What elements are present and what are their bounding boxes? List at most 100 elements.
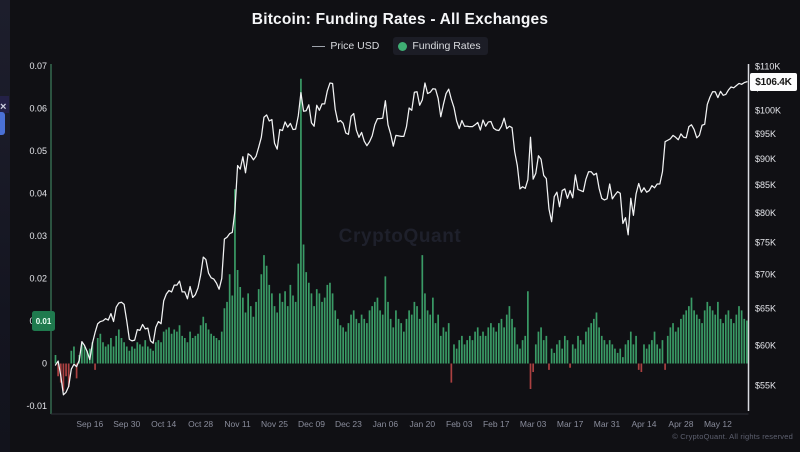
funding-bar bbox=[387, 301, 389, 364]
funding-bar bbox=[278, 293, 281, 364]
funding-bar bbox=[228, 274, 231, 364]
funding-bar bbox=[426, 310, 429, 364]
funding-bar bbox=[740, 310, 743, 364]
funding-bar bbox=[553, 352, 556, 364]
funding-bar bbox=[54, 355, 57, 364]
funding-bar bbox=[371, 306, 374, 364]
funding-bar bbox=[606, 344, 608, 364]
funding-bar bbox=[154, 342, 157, 364]
funding-bar bbox=[463, 344, 466, 364]
funding-bar bbox=[482, 331, 484, 364]
funding-bar bbox=[437, 314, 439, 364]
left-axis-tick-label: 0.02 bbox=[29, 274, 47, 284]
funding-bar bbox=[379, 310, 381, 364]
funding-bar bbox=[637, 363, 640, 370]
funding-bar bbox=[397, 318, 400, 364]
funding-bar bbox=[128, 350, 131, 364]
right-axis-tick-label: $70K bbox=[755, 269, 776, 279]
legend-item-funding-rates[interactable]: Funding Rates bbox=[393, 37, 488, 55]
x-icon: × bbox=[0, 101, 7, 113]
x-axis-tick-label: Dec 09 bbox=[298, 419, 325, 429]
funding-bar bbox=[455, 348, 458, 364]
funding-bar bbox=[527, 291, 529, 364]
price-line bbox=[54, 81, 748, 396]
left-axis-tick-label: 0.05 bbox=[29, 146, 47, 156]
funding-bar bbox=[735, 314, 738, 364]
funding-bar bbox=[563, 335, 566, 364]
current-funding-rate-badge: 0.01 bbox=[32, 311, 55, 331]
funding-bar bbox=[57, 363, 59, 377]
funding-bar bbox=[719, 318, 722, 364]
left-axis-tick-label: 0.04 bbox=[29, 189, 47, 199]
funding-bar bbox=[344, 331, 347, 364]
funding-bar bbox=[168, 327, 170, 364]
funding-bar bbox=[442, 327, 445, 364]
funding-bar bbox=[548, 363, 550, 370]
funding-bar bbox=[104, 346, 107, 364]
funding-bar bbox=[746, 320, 748, 364]
funding-bar bbox=[281, 301, 284, 364]
funding-bar bbox=[508, 306, 511, 364]
funding-bar bbox=[147, 346, 149, 364]
panel-scroll-indicator[interactable] bbox=[0, 112, 5, 135]
funding-bar bbox=[199, 325, 202, 364]
funding-bar bbox=[519, 348, 521, 364]
funding-bar bbox=[474, 331, 476, 364]
funding-bar bbox=[661, 340, 664, 364]
funding-bar bbox=[252, 316, 255, 364]
legend-item-price-usd[interactable]: Price USD bbox=[312, 40, 379, 52]
funding-bar bbox=[730, 318, 732, 364]
left-axis-tick-label: 0.06 bbox=[29, 104, 47, 114]
funding-bar bbox=[294, 301, 297, 364]
funding-bar bbox=[62, 363, 65, 392]
funding-bar bbox=[255, 301, 257, 364]
funding-bar bbox=[424, 293, 426, 364]
funding-bar bbox=[651, 340, 653, 364]
funding-bar bbox=[458, 340, 461, 364]
funding-bar bbox=[347, 323, 350, 364]
funding-bar bbox=[487, 327, 490, 364]
funding-bar bbox=[231, 295, 234, 364]
x-axis-tick-label: Sep 30 bbox=[113, 419, 140, 429]
left-axis-tick-label: 0.07 bbox=[29, 61, 47, 71]
funding-bar bbox=[418, 318, 421, 364]
funding-bar bbox=[331, 293, 334, 364]
funding-bar bbox=[656, 344, 659, 364]
funding-bar bbox=[360, 314, 363, 364]
funding-bar bbox=[513, 327, 516, 364]
funding-bar bbox=[511, 318, 513, 364]
funding-bar bbox=[421, 255, 424, 364]
funding-bar bbox=[432, 297, 434, 364]
right-axis-tick-label: $80K bbox=[755, 208, 776, 218]
x-axis-tick-label: Apr 28 bbox=[668, 419, 693, 429]
copyright-attribution: © CryptoQuant. All rights reserved bbox=[672, 432, 793, 441]
funding-bar bbox=[476, 327, 479, 364]
x-axis-tick-label: Nov 25 bbox=[261, 419, 288, 429]
funding-bar bbox=[492, 327, 495, 364]
funding-bar bbox=[743, 318, 746, 364]
funding-bar bbox=[664, 363, 666, 370]
funding-bar bbox=[160, 342, 162, 364]
funding-bar bbox=[495, 331, 498, 364]
funding-bar bbox=[70, 350, 73, 364]
funding-bar bbox=[727, 310, 730, 364]
funding-bar bbox=[537, 331, 540, 364]
funding-bar bbox=[350, 314, 352, 364]
funding-bar bbox=[550, 348, 553, 364]
funding-bar bbox=[698, 318, 701, 364]
funding-bar bbox=[73, 346, 75, 364]
funding-bar bbox=[500, 318, 503, 364]
funding-bar bbox=[144, 340, 147, 364]
funding-bar bbox=[648, 344, 651, 364]
funding-bar bbox=[484, 335, 487, 364]
funding-bar bbox=[273, 306, 276, 364]
funding-bar bbox=[249, 306, 252, 364]
right-axis-tick-label: $55K bbox=[755, 381, 776, 391]
funding-bar bbox=[471, 340, 474, 364]
funding-bar bbox=[191, 338, 194, 364]
funding-bar bbox=[595, 312, 598, 364]
funding-bar bbox=[286, 306, 289, 364]
funding-bar bbox=[183, 338, 186, 364]
funding-bar bbox=[355, 318, 358, 364]
